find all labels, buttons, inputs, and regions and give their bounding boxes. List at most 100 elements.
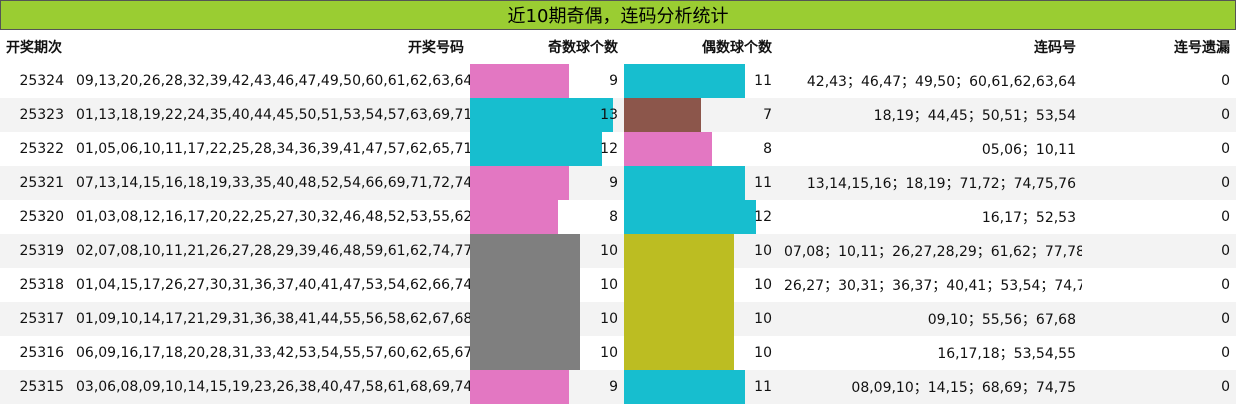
- cell-odd-count-value: 10: [600, 311, 618, 327]
- cell-odd-count-bar: [470, 268, 580, 302]
- cell-even-count-bar: [624, 64, 745, 98]
- cell-consecutive: 07,08；10,11；26,27,28,29；61,62；77,78,79: [778, 234, 1082, 268]
- cell-even-count: 8: [624, 132, 778, 166]
- cell-period: 25316: [19, 345, 64, 361]
- cell-odd-count: 13: [470, 98, 624, 132]
- header-consecutive: 连码号: [1034, 40, 1076, 56]
- cell-consecutive-missing: 0: [1082, 98, 1236, 132]
- cell-odd-count: 12: [470, 132, 624, 166]
- cell-even-count-value: 12: [754, 209, 772, 225]
- cell-consecutive-missing: 0: [1082, 166, 1236, 200]
- cell-consecutive-missing: 0: [1221, 73, 1230, 89]
- cell-odd-count-bar: [470, 98, 613, 132]
- cell-odd-count-value: 12: [600, 141, 618, 157]
- cell-even-count-bar: [624, 302, 734, 336]
- header-odd-count: 奇数球个数: [548, 40, 618, 56]
- cell-even-count-value: 10: [754, 345, 772, 361]
- cell-consecutive: 13,14,15,16；18,19；71,72；74,75,76: [778, 166, 1082, 200]
- cell-odd-count: 10: [470, 268, 624, 302]
- cell-even-count-bar: [624, 370, 745, 404]
- cell-odd-count-bar: [470, 302, 580, 336]
- table-row: 25322 01,05,06,10,11,17,22,25,28,34,36,39…: [0, 132, 1236, 166]
- cell-consecutive-missing: 0: [1082, 370, 1236, 404]
- cell-numbers: 06,09,16,17,18,20,28,31,33,42,53,54,55,5…: [76, 345, 470, 361]
- table-row: 25320 01,03,08,12,16,17,20,22,25,27,30,32…: [0, 200, 1236, 234]
- table-body: 25324 09,13,20,26,28,32,39,42,43,46,47,49…: [0, 64, 1236, 404]
- cell-odd-count-value: 9: [609, 175, 618, 191]
- cell-consecutive: 18,19；44,45；50,51；53,54: [778, 98, 1082, 132]
- cell-odd-count-value: 10: [600, 243, 618, 259]
- cell-consecutive: 16,17,18；53,54,55: [937, 346, 1076, 362]
- cell-odd-count: 9: [470, 64, 624, 98]
- cell-period: 25315: [0, 370, 70, 404]
- cell-odd-count: 9: [470, 370, 624, 404]
- cell-odd-count-bar: [470, 336, 580, 370]
- cell-period: 25323: [0, 98, 70, 132]
- cell-consecutive-missing: 0: [1221, 345, 1230, 361]
- cell-even-count-bar: [624, 336, 734, 370]
- cell-numbers: 01,05,06,10,11,17,22,25,28,34,36,39,41,4…: [76, 141, 470, 157]
- table-row: 25315 03,06,08,09,10,14,15,19,23,26,38,40…: [0, 370, 1236, 404]
- cell-odd-count: 10: [470, 234, 624, 268]
- cell-odd-count-bar: [470, 234, 580, 268]
- cell-consecutive: 42,43；46,47；49,50；60,61,62,63,64: [806, 74, 1076, 90]
- cell-period: 25318: [19, 277, 64, 293]
- cell-consecutive: 05,06；10,11: [981, 142, 1076, 158]
- cell-numbers: 03,06,08,09,10,14,15,19,23,26,38,40,47,5…: [70, 370, 470, 404]
- cell-even-count-bar: [624, 98, 701, 132]
- cell-consecutive-missing: 0: [1221, 209, 1230, 225]
- cell-consecutive: 08,09,10；14,15；68,69；74,75: [778, 370, 1082, 404]
- cell-period: 25321: [0, 166, 70, 200]
- cell-odd-count-bar: [470, 64, 569, 98]
- cell-even-count: 10: [624, 336, 778, 370]
- cell-odd-count-value: 10: [600, 277, 618, 293]
- cell-odd-count-value: 9: [609, 379, 618, 395]
- cell-numbers: 01,09,10,14,17,21,29,31,36,38,41,44,55,5…: [70, 302, 470, 336]
- cell-odd-count-bar: [470, 370, 569, 404]
- cell-consecutive-missing: 0: [1082, 234, 1236, 268]
- cell-even-count-value: 11: [754, 73, 772, 89]
- header-period: 开奖期次: [6, 40, 62, 56]
- cell-even-count: 7: [624, 98, 778, 132]
- cell-even-count-bar: [624, 132, 712, 166]
- cell-numbers: 01,13,18,19,22,24,35,40,44,45,50,51,53,5…: [70, 98, 470, 132]
- cell-odd-count: 8: [470, 200, 624, 234]
- cell-period: 25322: [19, 141, 64, 157]
- cell-period: 25324: [19, 73, 64, 89]
- cell-odd-count-bar: [470, 200, 558, 234]
- cell-consecutive-missing: 0: [1221, 141, 1230, 157]
- cell-even-count-value: 11: [754, 379, 772, 395]
- cell-odd-count-bar: [470, 132, 602, 166]
- cell-odd-count-bar: [470, 166, 569, 200]
- cell-odd-count-value: 8: [609, 209, 618, 225]
- cell-even-count-value: 10: [754, 243, 772, 259]
- statistics-table: 开奖期次 开奖号码 奇数球个数 偶数球个数 连码号 连号遗漏 25324 09,1…: [0, 30, 1236, 404]
- cell-consecutive-missing: 0: [1221, 277, 1230, 293]
- page-title: 近10期奇偶，连码分析统计: [0, 0, 1236, 30]
- cell-numbers: 07,13,14,15,16,18,19,33,35,40,48,52,54,6…: [70, 166, 470, 200]
- cell-numbers: 01,04,15,17,26,27,30,31,36,37,40,41,47,5…: [76, 277, 470, 293]
- cell-consecutive: 09,10；55,56；67,68: [778, 302, 1082, 336]
- table-row: 25316 06,09,16,17,18,20,28,31,33,42,53,54…: [0, 336, 1236, 370]
- cell-period: 25320: [19, 209, 64, 225]
- cell-consecutive-missing: 0: [1082, 302, 1236, 336]
- cell-consecutive: 16,17；52,53: [981, 210, 1076, 226]
- table-row: 25323 01,13,18,19,22,24,35,40,44,45,50,51…: [0, 98, 1236, 132]
- cell-numbers: 09,13,20,26,28,32,39,42,43,46,47,49,50,6…: [76, 73, 470, 89]
- cell-odd-count-value: 13: [600, 107, 618, 123]
- cell-even-count: 11: [624, 166, 778, 200]
- cell-even-count-bar: [624, 234, 734, 268]
- table-row: 25317 01,09,10,14,17,21,29,31,36,38,41,44…: [0, 302, 1236, 336]
- cell-even-count: 11: [624, 370, 778, 404]
- table-row: 25319 02,07,08,10,11,21,26,27,28,29,39,46…: [0, 234, 1236, 268]
- cell-period: 25317: [0, 302, 70, 336]
- cell-numbers: 01,03,08,12,16,17,20,22,25,27,30,32,46,4…: [76, 209, 470, 225]
- header-numbers: 开奖号码: [408, 40, 464, 56]
- cell-period: 25319: [0, 234, 70, 268]
- cell-even-count-value: 11: [754, 175, 772, 191]
- cell-even-count-bar: [624, 166, 745, 200]
- cell-even-count-value: 8: [763, 141, 772, 157]
- cell-numbers: 02,07,08,10,11,21,26,27,28,29,39,46,48,5…: [70, 234, 470, 268]
- cell-even-count: 10: [624, 302, 778, 336]
- cell-odd-count-value: 9: [609, 73, 618, 89]
